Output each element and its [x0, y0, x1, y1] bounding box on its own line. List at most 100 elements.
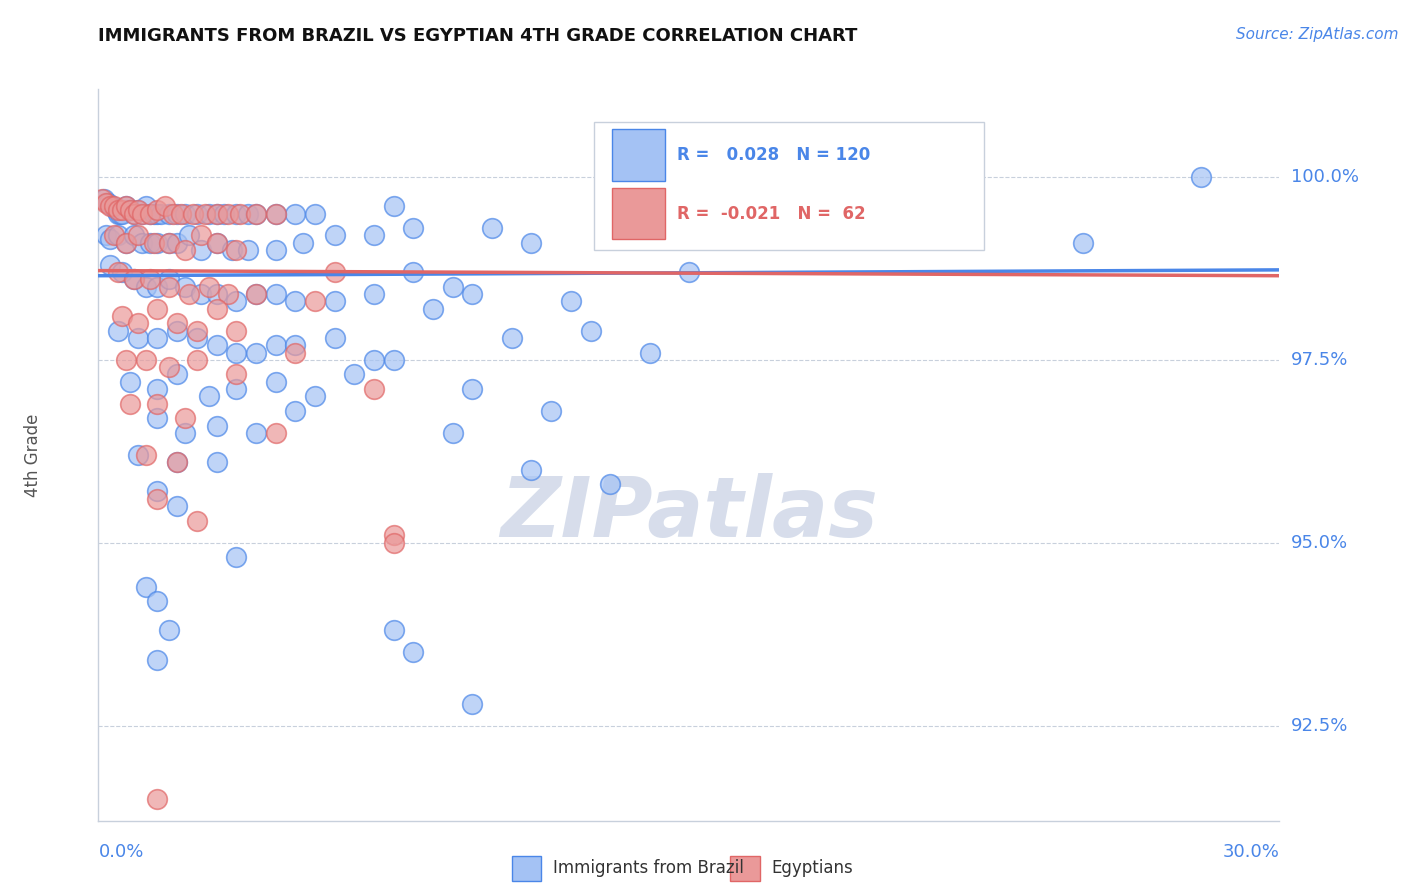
Bar [612, 129, 665, 180]
Point [245, 345, 267, 359]
Point [146, 206, 169, 220]
Point [678, 265, 700, 279]
Point [284, 206, 307, 220]
Point [177, 287, 200, 301]
Point [284, 294, 307, 309]
Point [115, 199, 138, 213]
Text: 97.5%: 97.5% [1291, 351, 1348, 368]
Point [304, 294, 326, 309]
Point [875, 192, 897, 206]
Point [264, 243, 287, 257]
Point [157, 272, 180, 286]
Point [520, 235, 543, 250]
Point [150, 206, 173, 220]
Point [146, 594, 169, 608]
Point [174, 411, 197, 425]
Point [127, 202, 149, 217]
Point [107, 206, 129, 220]
Point [343, 368, 366, 382]
Point [127, 331, 149, 345]
Point [107, 324, 129, 338]
Point [108, 206, 131, 220]
Point [264, 375, 287, 389]
Text: Source: ZipAtlas.com: Source: ZipAtlas.com [1236, 27, 1399, 42]
Point [122, 272, 145, 286]
Point [127, 202, 149, 217]
Point [118, 375, 141, 389]
Point [157, 206, 180, 220]
Point [186, 331, 208, 345]
Point [115, 235, 138, 250]
Point [135, 352, 157, 367]
Point [146, 202, 169, 217]
Point [236, 206, 259, 220]
Bar [512, 855, 541, 881]
Point [284, 404, 307, 418]
Point [205, 287, 228, 301]
Point [363, 382, 385, 396]
Point [217, 206, 239, 220]
Point [107, 265, 129, 279]
Bar [612, 188, 665, 239]
Text: 100.0%: 100.0% [1291, 168, 1358, 186]
Text: R =   0.028   N = 120: R = 0.028 N = 120 [678, 146, 870, 164]
Point [953, 228, 976, 243]
Point [138, 235, 160, 250]
Point [131, 206, 153, 220]
Point [122, 272, 145, 286]
Point [107, 228, 129, 243]
Point [225, 294, 247, 309]
Point [115, 235, 138, 250]
Point [382, 528, 405, 542]
Point [138, 206, 160, 220]
Point [225, 550, 247, 565]
Point [205, 301, 228, 316]
Point [422, 301, 444, 316]
Text: 30.0%: 30.0% [1223, 843, 1279, 861]
Text: 4th Grade: 4th Grade [24, 413, 42, 497]
Point [245, 287, 267, 301]
Point [225, 368, 247, 382]
Point [382, 624, 405, 638]
Point [205, 338, 228, 352]
Point [93, 192, 115, 206]
Point [166, 368, 188, 382]
Point [146, 279, 169, 293]
Point [264, 206, 287, 220]
Point [96, 195, 118, 210]
Point [441, 425, 464, 440]
Point [166, 324, 188, 338]
Point [111, 265, 134, 279]
Point [190, 243, 212, 257]
Point [157, 235, 180, 250]
Point [197, 279, 219, 293]
Point [190, 287, 212, 301]
Point [205, 455, 228, 469]
Point [186, 324, 208, 338]
Point [105, 202, 128, 217]
Point [214, 206, 236, 220]
Point [229, 206, 252, 220]
Point [146, 484, 169, 499]
Point [166, 499, 188, 513]
Point [157, 624, 180, 638]
Point [382, 352, 405, 367]
Point [236, 243, 259, 257]
Point [382, 535, 405, 549]
Point [205, 235, 228, 250]
Point [225, 345, 247, 359]
Point [194, 206, 217, 220]
Point [190, 228, 212, 243]
Point [111, 202, 134, 217]
Point [1189, 169, 1212, 184]
Point [131, 235, 153, 250]
Point [118, 202, 141, 217]
Point [461, 382, 484, 396]
Point [146, 235, 169, 250]
Point [146, 411, 169, 425]
Point [205, 418, 228, 433]
Point [97, 195, 120, 210]
Point [363, 287, 385, 301]
Point [225, 324, 247, 338]
Point [138, 206, 160, 220]
